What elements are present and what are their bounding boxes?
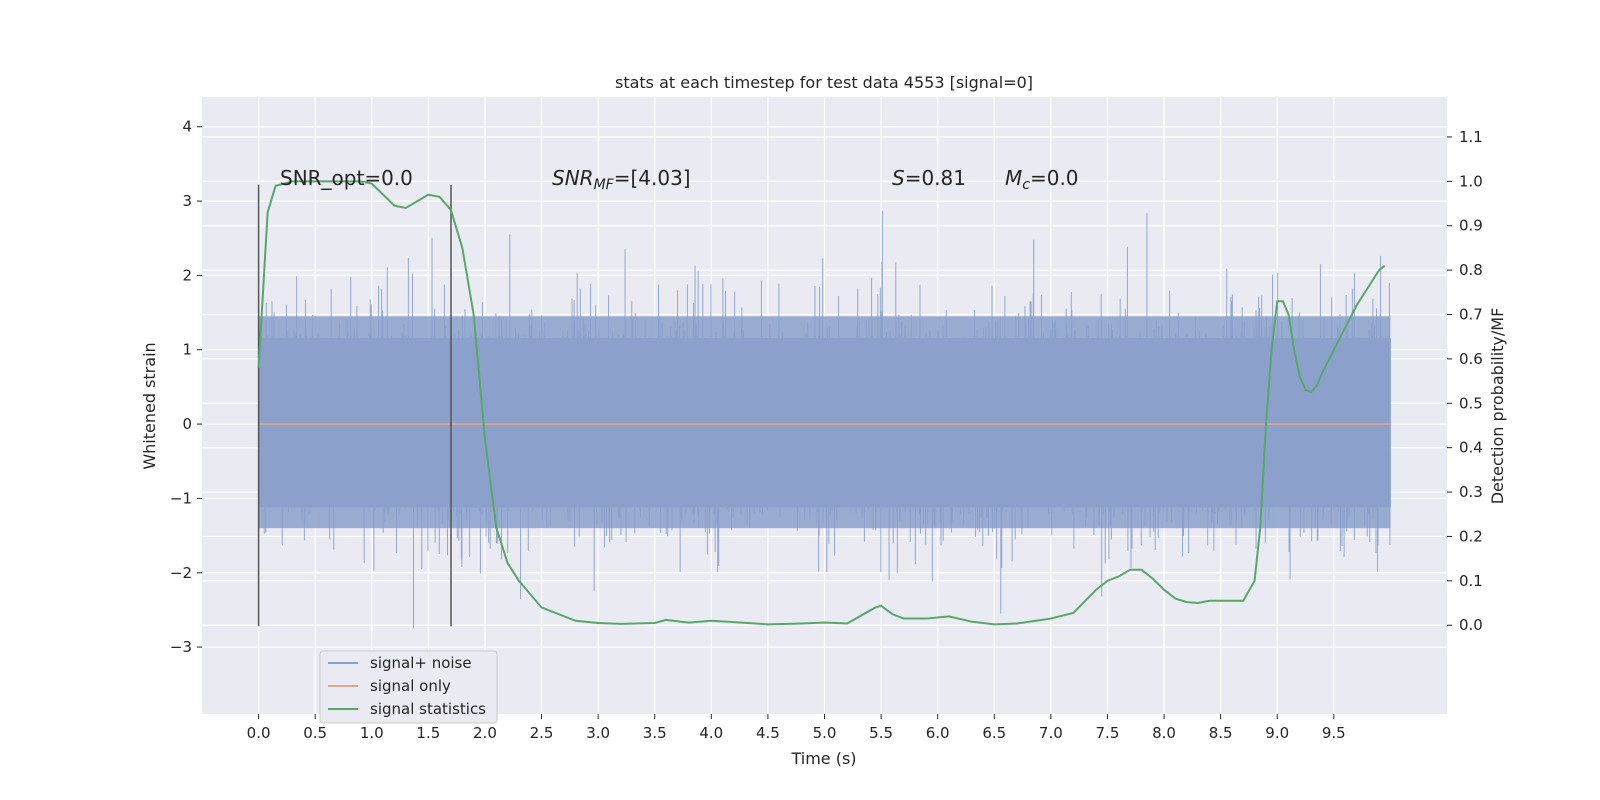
y-right-tick-label-6: 0.5 bbox=[1459, 394, 1483, 412]
signal-statistics-series bbox=[257, 180, 1386, 626]
annotation-s-rest: =0.81 bbox=[905, 166, 966, 190]
x-tick-label-1: 0.5 bbox=[303, 724, 327, 742]
annotation-snr-mf-sub: MF bbox=[594, 177, 615, 193]
annotation-s-main: S bbox=[892, 166, 905, 190]
x-tick-label-13: 6.5 bbox=[982, 724, 1006, 742]
x-tick-label-2: 1.0 bbox=[360, 724, 384, 742]
y-tick-label-0: 4 bbox=[182, 118, 192, 136]
y-tick-label-3: 1 bbox=[182, 341, 192, 359]
annotation-snr-mf-rest: =[4.03] bbox=[614, 166, 691, 190]
x-tick-label-18: 9.0 bbox=[1265, 724, 1289, 742]
chart-title: stats at each timestep for test data 455… bbox=[615, 73, 1033, 92]
x-axis-label: Time (s) bbox=[790, 749, 856, 768]
y-right-axis-ticks: 1.1 1.0 0.9 0.8 0.7 0.6 0.5 0.4 0.3 0.2 0.1 0.0 bbox=[1447, 128, 1483, 634]
legend-label-signal-only: signal only bbox=[370, 677, 451, 695]
annotation-mc: Mc=0.0 bbox=[1005, 166, 1079, 193]
x-tick-label-16: 8.0 bbox=[1152, 724, 1176, 742]
legend: signal+ noise signal only signal statist… bbox=[319, 650, 498, 724]
x-tick-label-3: 1.5 bbox=[416, 724, 440, 742]
y-axis-ticks: 4 3 2 1 0 −1 −2 −3 bbox=[170, 118, 202, 656]
x-tick-label-6: 3.0 bbox=[586, 724, 610, 742]
y-tick-label-1: 3 bbox=[182, 192, 192, 210]
x-tick-label-15: 7.5 bbox=[1096, 724, 1120, 742]
annotation-mc-sub: c bbox=[1022, 177, 1030, 193]
x-tick-label-12: 6.0 bbox=[926, 724, 950, 742]
annotation-snr-mf: SNRMF=[4.03] bbox=[552, 166, 691, 193]
x-tick-label-4: 2.0 bbox=[473, 724, 497, 742]
annotation-mc-rest: =0.0 bbox=[1030, 166, 1079, 190]
y-right-tick-label-3: 0.8 bbox=[1459, 261, 1483, 279]
y-tick-label-2: 2 bbox=[182, 266, 192, 284]
x-tick-label-0: 0.0 bbox=[247, 724, 271, 742]
y-right-tick-label-1: 1.0 bbox=[1459, 172, 1483, 190]
y-right-tick-label-8: 0.3 bbox=[1459, 483, 1483, 501]
y-right-tick-label-9: 0.2 bbox=[1459, 527, 1483, 545]
x-tick-label-8: 4.0 bbox=[699, 724, 723, 742]
vertical-markers bbox=[257, 184, 452, 627]
x-tick-label-17: 8.5 bbox=[1209, 724, 1233, 742]
x-tick-label-19: 9.5 bbox=[1322, 724, 1346, 742]
y-right-tick-label-11: 0.0 bbox=[1459, 616, 1483, 634]
legend-box bbox=[319, 650, 498, 724]
x-tick-label-5: 2.5 bbox=[530, 724, 554, 742]
legend-label-signal-plus-noise: signal+ noise bbox=[370, 654, 472, 672]
y-right-tick-label-10: 0.1 bbox=[1459, 572, 1483, 590]
y-tick-label-4: 0 bbox=[182, 415, 192, 433]
y-tick-label-6: −2 bbox=[170, 564, 192, 582]
x-tick-label-7: 3.5 bbox=[643, 724, 667, 742]
y-right-tick-label-5: 0.6 bbox=[1459, 350, 1483, 368]
annotation-mc-main: M bbox=[1005, 166, 1022, 190]
signal-plus-noise-series bbox=[258, 210, 1391, 629]
x-tick-label-9: 4.5 bbox=[756, 724, 780, 742]
y-right-axis-label: Detection probability/MF bbox=[1488, 308, 1507, 505]
legend-label-signal-statistics: signal statistics bbox=[370, 700, 486, 718]
y-tick-label-5: −1 bbox=[170, 489, 192, 507]
annotation-snr-opt: SNR_opt=0.0 bbox=[280, 166, 413, 190]
y-right-tick-label-7: 0.4 bbox=[1459, 439, 1483, 457]
y-right-tick-label-0: 1.1 bbox=[1459, 128, 1483, 146]
annotations: SNR_opt=0.0 SNRMF=[4.03] S=0.81 Mc=0.0 bbox=[280, 166, 1079, 193]
y-right-tick-label-2: 0.9 bbox=[1459, 217, 1483, 235]
annotation-snr-mf-main: SNR bbox=[552, 166, 594, 190]
x-axis-ticks: 0.0 0.5 1.0 1.5 2.0 2.5 3.0 3.5 4.0 4.5 5.0 5.5 6.0 6… bbox=[247, 714, 1346, 742]
y-tick-label-7: −3 bbox=[170, 638, 192, 656]
x-tick-label-10: 5.0 bbox=[813, 724, 837, 742]
y-right-tick-label-4: 0.7 bbox=[1459, 306, 1483, 324]
signal-statistics-line bbox=[257, 180, 1386, 626]
x-tick-label-11: 5.5 bbox=[869, 724, 893, 742]
x-tick-label-14: 7.0 bbox=[1039, 724, 1063, 742]
annotation-s: S=0.81 bbox=[892, 166, 966, 190]
y-axis-label: Whitened strain bbox=[140, 342, 159, 469]
